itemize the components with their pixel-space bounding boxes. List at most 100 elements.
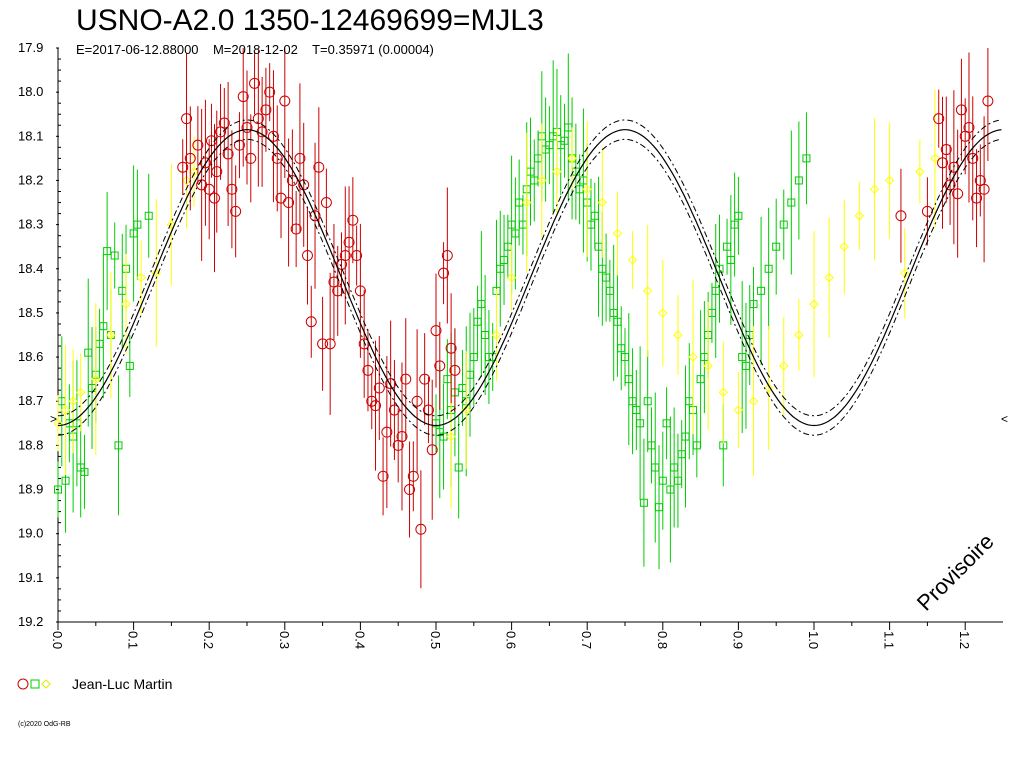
data-point-diamond xyxy=(627,255,638,265)
data-point-diamond xyxy=(884,175,895,186)
x-tick-label: 0.0 xyxy=(50,631,65,649)
y-tick-label: 18.2 xyxy=(18,172,43,187)
data-point-circle xyxy=(305,316,317,328)
data-point-diamond xyxy=(506,272,517,283)
data-point-diamond xyxy=(60,405,71,415)
data-point-circle xyxy=(370,400,382,412)
data-point-diamond xyxy=(53,418,63,429)
y-tick-label: 18.8 xyxy=(18,437,43,452)
data-point-circle xyxy=(317,338,329,350)
data-point-diamond xyxy=(461,405,471,415)
data-point-square xyxy=(125,361,134,370)
data-point-square xyxy=(61,476,70,485)
data-point-circle xyxy=(971,192,983,204)
copyright-text: (c)2020 OdG-RB xyxy=(18,721,71,728)
data-point-diamond xyxy=(612,228,623,239)
data-point-diamond xyxy=(763,383,774,393)
data-point-diamond xyxy=(809,299,819,309)
fit-curve-main xyxy=(57,129,1002,427)
data-point-circle xyxy=(419,373,431,385)
data-point-diamond xyxy=(854,211,865,221)
y-tick-label: 18.9 xyxy=(18,482,43,497)
x-tick-label: 0.8 xyxy=(655,631,670,649)
data-point-circle xyxy=(940,144,952,156)
fit-curve-upper xyxy=(57,119,1002,417)
data-point-square xyxy=(80,467,89,476)
data-point-circle xyxy=(226,183,238,195)
data-point-diamond xyxy=(136,272,146,283)
chart-title: USNO-A2.0 1350-12469699=MJL3 xyxy=(76,4,544,37)
data-point-circle xyxy=(343,236,355,248)
x-tick-label: 0.7 xyxy=(579,631,594,649)
data-point-circle xyxy=(400,373,412,385)
data-point-diamond xyxy=(597,197,608,208)
data-point-circle xyxy=(177,161,189,173)
data-point-diamond xyxy=(75,387,86,398)
legend-label: Jean-Luc Martin xyxy=(72,676,173,692)
plot-frame: > < xyxy=(50,48,1008,623)
data-point-circle xyxy=(381,426,393,438)
fit-curve-lower xyxy=(57,138,1002,436)
x-tick-label: 0.2 xyxy=(201,631,216,649)
data-point-circle xyxy=(218,117,230,129)
data-point-circle xyxy=(982,95,994,107)
legend-symbols-icon xyxy=(17,678,51,690)
data-point-circle xyxy=(373,382,385,394)
data-point-diamond xyxy=(189,166,199,177)
data-point-circle xyxy=(264,86,276,98)
data-point-circle xyxy=(441,250,453,262)
data-point-diamond xyxy=(68,396,78,406)
data-point-circle xyxy=(362,364,374,376)
data-point-diamond xyxy=(522,197,532,208)
data-point-circle xyxy=(404,484,416,496)
data-point-square xyxy=(658,476,667,485)
provisional-watermark: Provisoire xyxy=(912,529,999,616)
data-point-diamond xyxy=(688,352,698,362)
y-tick-label: 18.1 xyxy=(18,128,43,143)
data-point-square xyxy=(639,498,648,507)
data-point-diamond xyxy=(839,241,849,252)
data-point-square xyxy=(643,397,652,406)
data-point-square xyxy=(749,300,758,309)
data-point-diamond xyxy=(552,166,562,177)
data-point-diamond xyxy=(703,361,713,371)
data-point-diamond xyxy=(824,272,834,283)
data-point-circle xyxy=(430,325,442,337)
data-point-circle xyxy=(283,197,295,209)
data-point-circle xyxy=(978,183,990,195)
data-point-circle xyxy=(211,166,223,178)
data-point-circle xyxy=(294,152,306,164)
data-point-circle xyxy=(347,214,359,226)
y-tick-label: 18.4 xyxy=(18,261,43,276)
data-point-circle xyxy=(415,523,427,535)
data-point-diamond xyxy=(582,184,592,194)
data-point-circle xyxy=(260,104,272,116)
data-point-circle xyxy=(354,285,366,297)
y-tick-label: 18.0 xyxy=(18,84,43,99)
data-point-circle xyxy=(388,404,400,416)
data-point-square xyxy=(734,211,743,220)
data-point-diamond xyxy=(673,330,683,340)
data-point-square xyxy=(794,176,803,185)
y-tick-label: 18.5 xyxy=(18,305,43,320)
x-tick-label: 1.1 xyxy=(882,631,897,649)
data-point-diamond xyxy=(718,387,728,398)
data-point-circle xyxy=(184,152,196,164)
x-axis: 0.0 0.1 0.2 0.3 0.4 0.5 0.6 0.7 0.8 0.9 1.0 1.1 1.2 xyxy=(50,622,972,649)
data-point-diamond xyxy=(567,153,577,164)
data-point-circle xyxy=(324,338,336,350)
y-tick-label: 18.7 xyxy=(18,393,43,408)
data-point-square xyxy=(787,198,796,207)
data-point-circle xyxy=(933,113,945,125)
data-point-circle xyxy=(192,139,204,151)
data-point-square xyxy=(636,419,645,428)
data-point-circle xyxy=(237,91,249,103)
data-point-square xyxy=(103,247,112,256)
data-point-circle xyxy=(434,360,446,372)
data-point-circle xyxy=(230,205,242,217)
data-point-square xyxy=(764,264,773,273)
data-point-circle xyxy=(351,250,363,262)
y-tick-label: 19.0 xyxy=(18,526,43,541)
data-point-square xyxy=(779,220,788,229)
data-point-diamond xyxy=(446,431,456,442)
